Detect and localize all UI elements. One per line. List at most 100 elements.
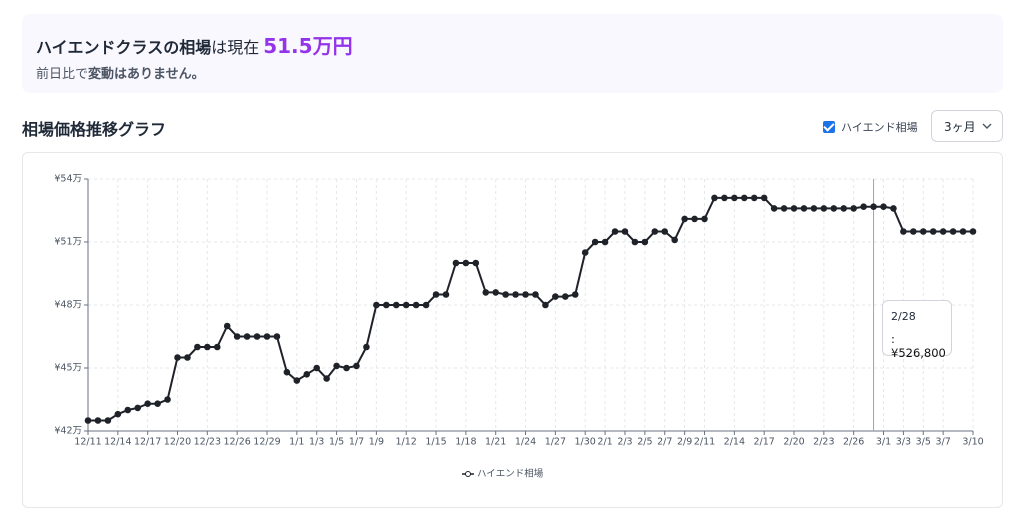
point (870, 203, 877, 211)
point (223, 322, 231, 330)
title-mid: は現在 (211, 38, 260, 57)
point (253, 333, 261, 340)
point (184, 354, 191, 361)
point (601, 238, 609, 246)
x-tick-label: 2/1 (597, 437, 612, 448)
x-tick-label: 12/26 (223, 437, 250, 448)
tooltip-title: 2/28 (891, 310, 916, 323)
series-toggle[interactable]: ハイエンド相場 (823, 119, 918, 135)
x-tick-label: 12/29 (253, 437, 280, 448)
point (880, 203, 887, 211)
x-tick-label: 3/10 (962, 437, 983, 448)
point (721, 194, 728, 202)
point (611, 228, 619, 235)
point (800, 205, 808, 212)
x-tick-label: 1/18 (455, 437, 476, 448)
point (194, 343, 201, 351)
x-tick-label: 1/12 (396, 437, 417, 448)
x-tick-label: 1/5 (329, 437, 344, 448)
point (969, 228, 977, 235)
x-tick-label: 12/20 (164, 437, 191, 448)
point (750, 194, 758, 202)
point (820, 205, 828, 212)
x-tick-label: 1/21 (485, 437, 506, 448)
point (591, 238, 599, 246)
point (631, 238, 639, 246)
point (323, 375, 330, 382)
x-tick-label: 2/9 (677, 437, 692, 448)
point (293, 377, 301, 384)
point (780, 205, 788, 212)
point (333, 362, 340, 370)
x-tick-label: 1/7 (349, 437, 364, 448)
checkbox[interactable] (823, 121, 835, 133)
point (442, 291, 450, 298)
x-tick-label: 12/11 (74, 437, 101, 448)
point (542, 301, 549, 309)
point (512, 291, 519, 298)
point (363, 343, 370, 351)
point (84, 417, 92, 424)
point (174, 354, 181, 361)
x-tick-label: 2/14 (724, 437, 745, 448)
point (671, 236, 678, 244)
x-tick-label: 1/30 (575, 437, 596, 448)
point (890, 205, 897, 212)
point (502, 291, 509, 298)
point (144, 400, 151, 408)
range-select[interactable]: 3ヶ月 (931, 110, 1003, 142)
point (661, 228, 669, 235)
x-tick-label: 3/7 (936, 437, 951, 448)
x-tick-label: 3/1 (876, 437, 891, 448)
point (313, 364, 321, 372)
point (532, 291, 539, 298)
series-line (88, 196, 973, 422)
point (273, 333, 281, 340)
point (760, 194, 768, 202)
point (810, 205, 818, 212)
point (900, 228, 907, 235)
point (134, 404, 142, 412)
current-price: 51.5万円 (263, 34, 353, 58)
legend-marker (465, 471, 471, 477)
point (840, 205, 848, 212)
class-name: ハイエンドクラスの相場 (36, 38, 212, 57)
point (731, 194, 738, 202)
point (243, 333, 251, 340)
x-tick-label: 12/23 (194, 437, 221, 448)
x-tick-label: 2/11 (694, 437, 715, 448)
point (770, 205, 778, 212)
x-tick-label: 1/9 (369, 437, 384, 448)
point (124, 406, 132, 414)
point (154, 400, 161, 408)
point (353, 362, 360, 370)
point (492, 289, 499, 296)
point (701, 215, 708, 223)
point (213, 343, 221, 351)
point (740, 194, 748, 202)
checkbox-label: ハイエンド相場 (841, 121, 918, 134)
summary-sub: 前日比で変動はありません。 (36, 63, 205, 82)
y-tick-label: ¥42万 (54, 426, 82, 437)
tooltip: 2/28 : ¥526,800 (882, 300, 952, 360)
point (392, 301, 400, 309)
legend-label: ハイエンド相場 (477, 468, 544, 480)
point (164, 396, 171, 403)
point (681, 215, 688, 223)
sub-strong: 変動はありません。 (88, 67, 205, 82)
point (581, 249, 589, 256)
point (472, 259, 480, 267)
point (482, 289, 490, 296)
point (910, 228, 917, 235)
point (562, 293, 569, 300)
range-value: 3ヶ月 (944, 119, 976, 134)
x-tick-label: 1/24 (515, 437, 536, 448)
point (949, 228, 957, 235)
x-tick-label: 1/15 (425, 437, 446, 448)
y-tick-label: ¥48万 (54, 300, 82, 311)
point (860, 203, 867, 211)
point (104, 417, 112, 424)
point (790, 205, 798, 212)
